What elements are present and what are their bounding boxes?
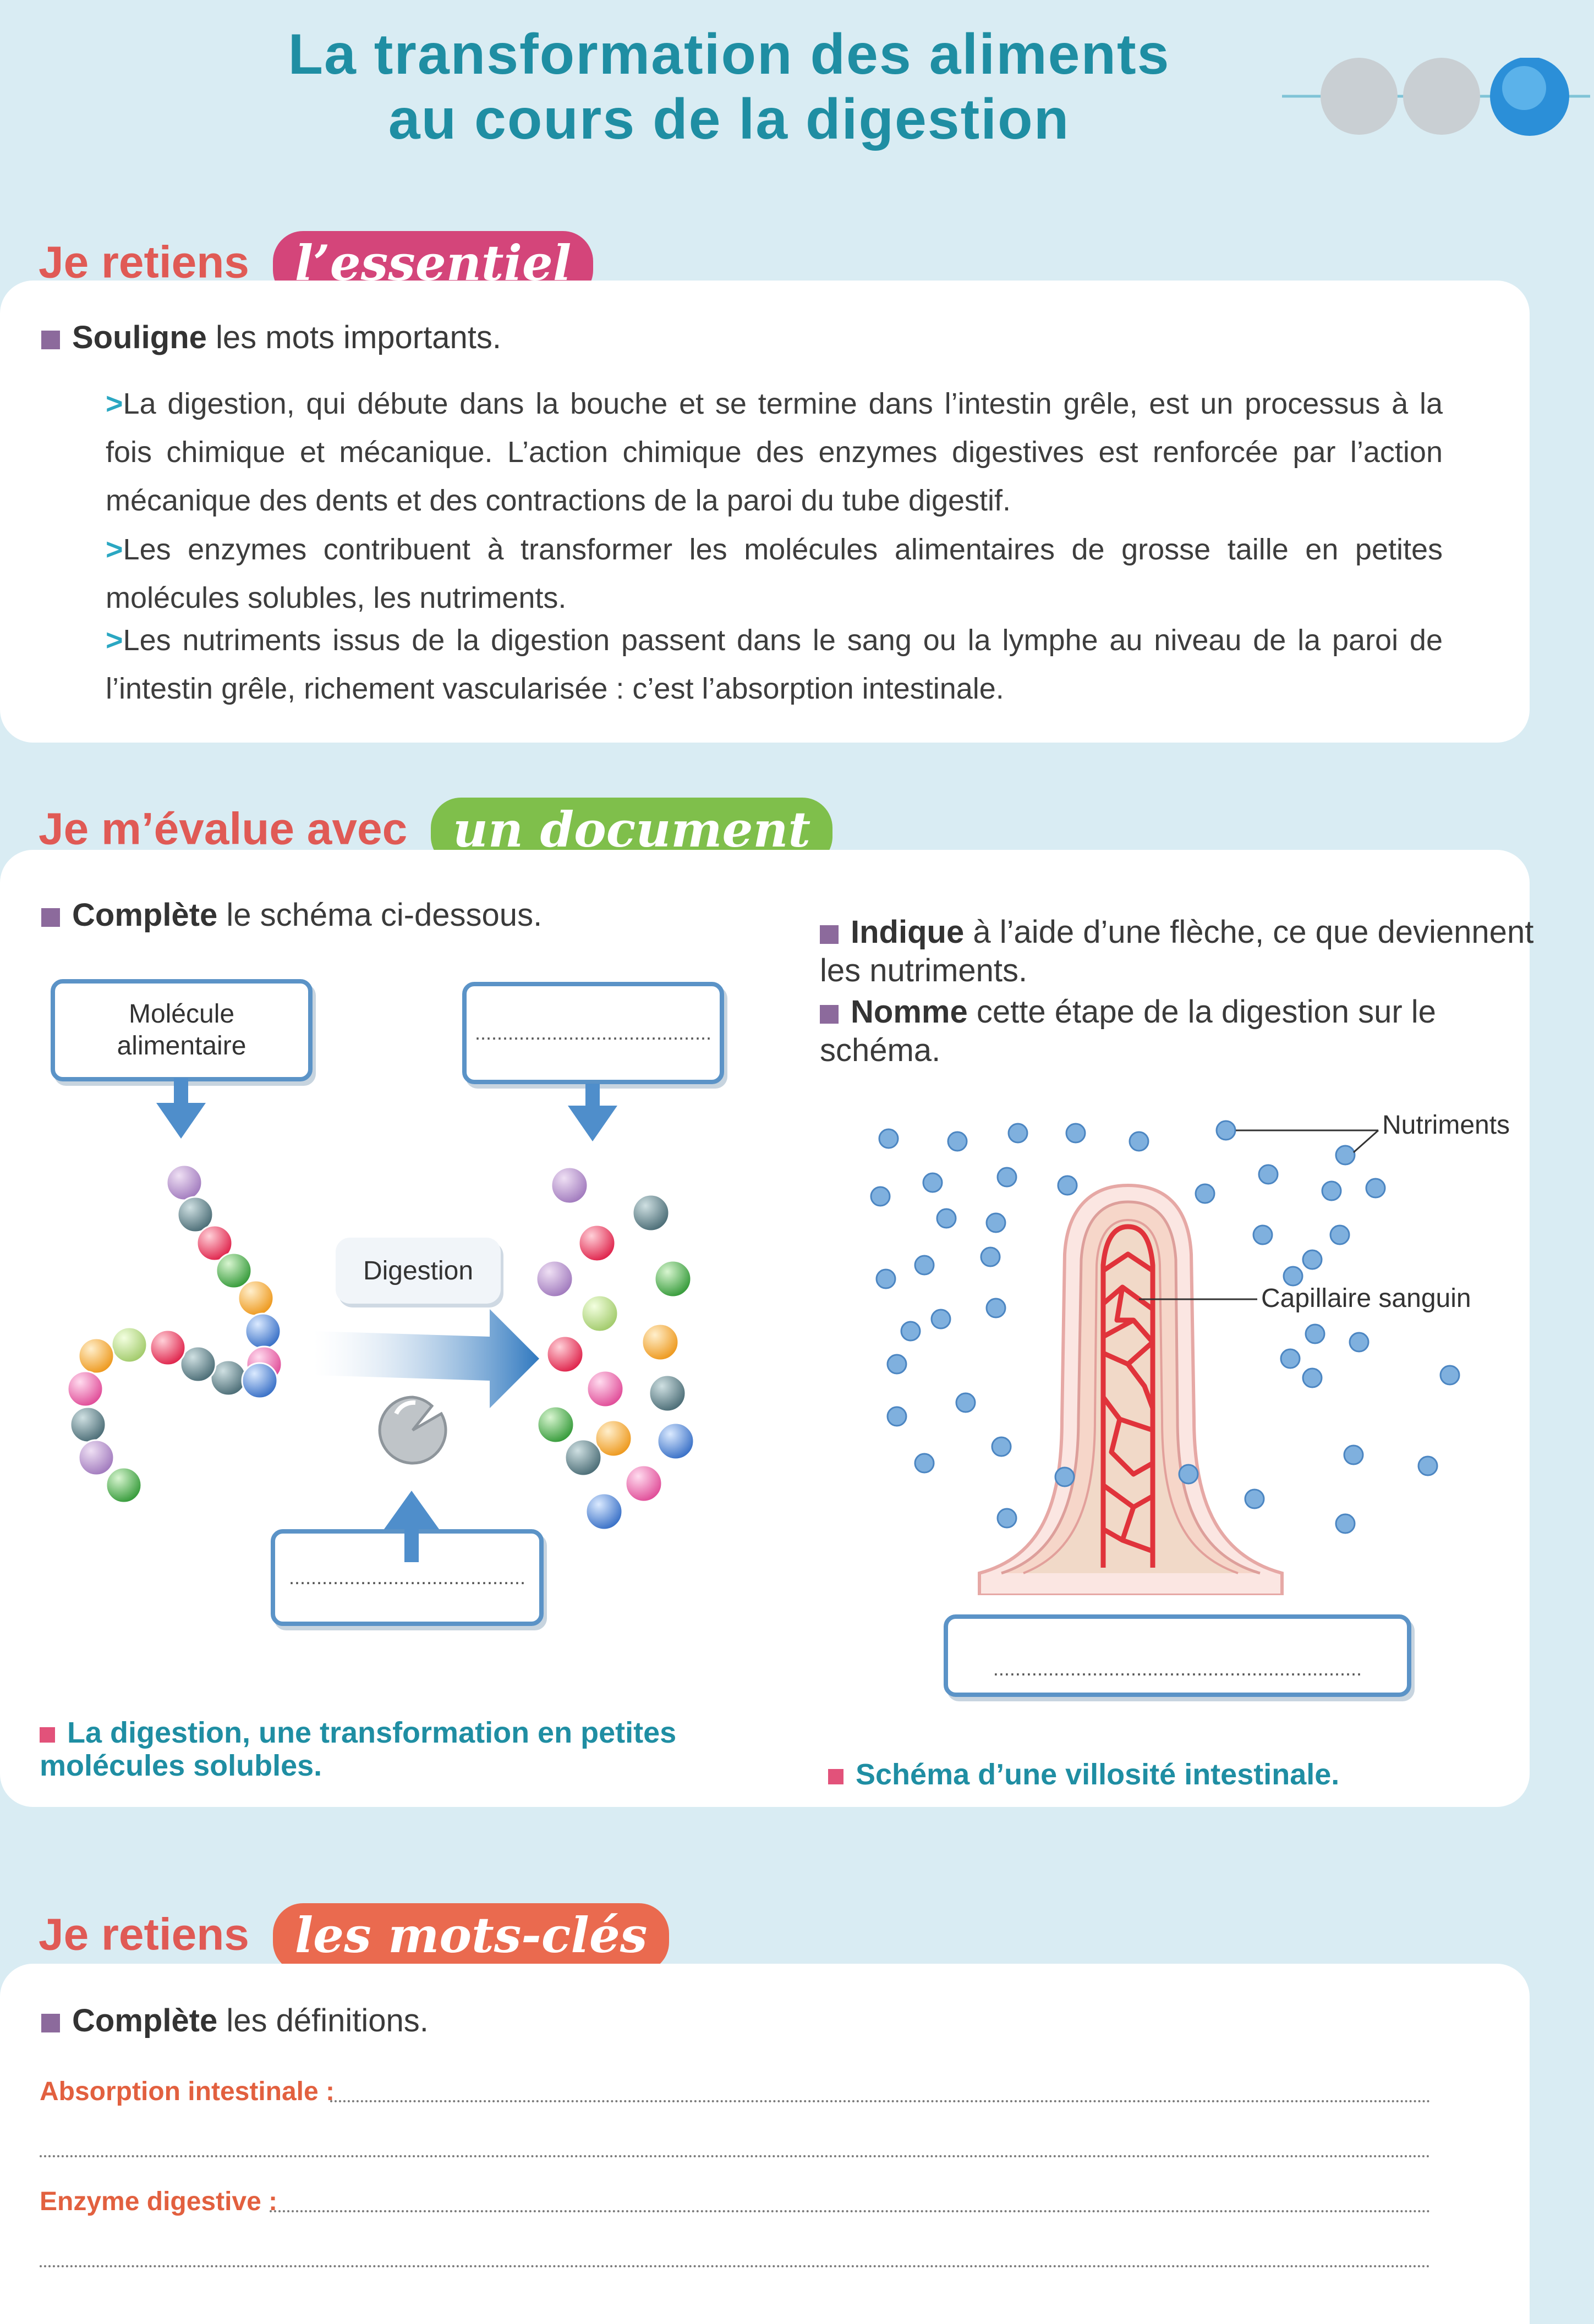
capillary-network-icon — [1100, 1224, 1155, 1568]
section-head-text: Je retiens — [39, 237, 249, 288]
instruction-bold: Souligne — [72, 320, 207, 355]
paragraph-2-text: Les enzymes contribuent à transformer le… — [106, 533, 1443, 614]
villus-icon — [978, 1183, 1284, 1595]
bullet-icon — [820, 925, 839, 944]
section-motscles-header: Je retiens les mots-clés — [39, 1903, 670, 1973]
enzyme-icon — [378, 1396, 447, 1465]
box-blank-top-dots: ........................................… — [474, 1021, 712, 1044]
answer-line-enzyme-2[interactable] — [40, 2265, 1431, 2267]
keyword-absorption: Absorption intestinale : — [40, 2077, 335, 2106]
box-blank-top[interactable]: ........................................… — [462, 982, 724, 1084]
caption-left: La digestion, une transformation en peti… — [40, 1716, 700, 1782]
bullet-icon — [41, 330, 60, 349]
section-head-text: Je m’évalue avec — [39, 804, 408, 854]
nutrient-molecules — [535, 1166, 695, 1531]
box-molecule-text: Molécule alimentaire — [117, 999, 247, 1061]
digestion-label: Digestion — [336, 1238, 501, 1304]
bullet-icon — [40, 1727, 55, 1743]
digestion-label-text: Digestion — [363, 1256, 474, 1285]
paragraph-3: >Les nutriments issus de la digestion pa… — [106, 616, 1443, 713]
instruction-souligne: Souligne les mots importants. — [41, 319, 501, 356]
bullet-icon — [41, 908, 60, 927]
marker-icon: > — [106, 624, 123, 657]
section-head-text: Je retiens — [39, 1909, 249, 1960]
nutrient-dots — [870, 1120, 1460, 1534]
section-document-header: Je m’évalue avec un document — [39, 798, 833, 867]
box-blank-villosity[interactable]: ........................................… — [944, 1614, 1411, 1697]
bullet-icon — [820, 1004, 839, 1024]
arrow-up-icon — [384, 1491, 439, 1562]
title-line-1: La transformation des aliments — [288, 23, 1170, 86]
box-blank-villosity-dots: ........................................… — [993, 1657, 1362, 1680]
transformation-arrow-icon — [314, 1309, 539, 1408]
paragraph-2: >Les enzymes contribuent à transformer l… — [106, 525, 1443, 622]
bullet-icon — [41, 2013, 60, 2032]
paragraph-3-text: Les nutriments issus de la digestion pas… — [106, 624, 1443, 705]
instruction-rest: les définitions. — [217, 2003, 429, 2039]
bullet-icon — [828, 1768, 843, 1784]
title-line-2: au cours de la digestion — [388, 87, 1070, 151]
instruction-rest: les mots importants. — [206, 320, 501, 355]
pill-motscles: les mots-clés — [272, 1903, 670, 1973]
instruction-complete-definitions: Complète les définitions. — [41, 2002, 429, 2039]
progress-dots-icon — [1282, 58, 1590, 136]
label-capillaire: Capillaire sanguin — [1261, 1284, 1471, 1313]
answer-line-absorption-2[interactable] — [40, 2155, 1431, 2157]
paragraph-1: >La digestion, qui débute dans la bouche… — [106, 380, 1443, 525]
box-blank-bottom-dots: ........................................… — [288, 1566, 526, 1589]
label-nutriments: Nutriments — [1382, 1111, 1510, 1140]
card-motscles — [0, 1964, 1530, 2324]
instruction-indique: Indique à l’aide d’une flèche, ce que de… — [820, 913, 1552, 990]
caption-right-text: Schéma d’une villosité intestinale. — [856, 1758, 1340, 1791]
instruction-bold: Complète — [72, 897, 218, 933]
page-title: La transformation des aliments au cours … — [0, 22, 1458, 152]
villosity-diagram — [870, 1120, 1460, 1595]
box-molecule-alimentaire: Molécule alimentaire — [51, 979, 313, 1081]
marker-icon: > — [106, 533, 123, 566]
instruction-bold: Nomme — [851, 994, 968, 1030]
answer-line-enzyme-1[interactable] — [270, 2210, 1431, 2212]
instruction-bold: Complète — [72, 2003, 218, 2039]
instruction-complete-schema: Complète le schéma ci-dessous. — [41, 897, 542, 933]
card-essentiel — [0, 281, 1530, 743]
digestion-diagram — [67, 1078, 695, 1562]
label-lines — [1139, 1129, 1379, 1300]
arrow-down-icon — [156, 1078, 617, 1141]
molecule-chain — [67, 1164, 283, 1504]
paragraph-1-text: La digestion, qui débute dans la bouche … — [106, 387, 1443, 517]
instruction-rest: à l’aide d’une flèche, ce que deviennent… — [820, 914, 1534, 988]
answer-line-absorption-1[interactable] — [330, 2100, 1431, 2102]
instruction-rest: le schéma ci-dessous. — [217, 897, 543, 933]
marker-icon: > — [106, 387, 123, 420]
box-blank-bottom[interactable]: ........................................… — [271, 1529, 544, 1626]
instruction-rest: cette étape de la digestion sur le schém… — [820, 994, 1436, 1068]
keyword-enzyme: Enzyme digestive : — [40, 2187, 278, 2216]
instruction-nomme: Nomme cette étape de la digestion sur le… — [820, 993, 1552, 1070]
caption-right: Schéma d’une villosité intestinale. — [828, 1757, 1339, 1792]
caption-left-text: La digestion, une transformation en peti… — [40, 1716, 677, 1782]
instruction-bold: Indique — [851, 914, 965, 950]
